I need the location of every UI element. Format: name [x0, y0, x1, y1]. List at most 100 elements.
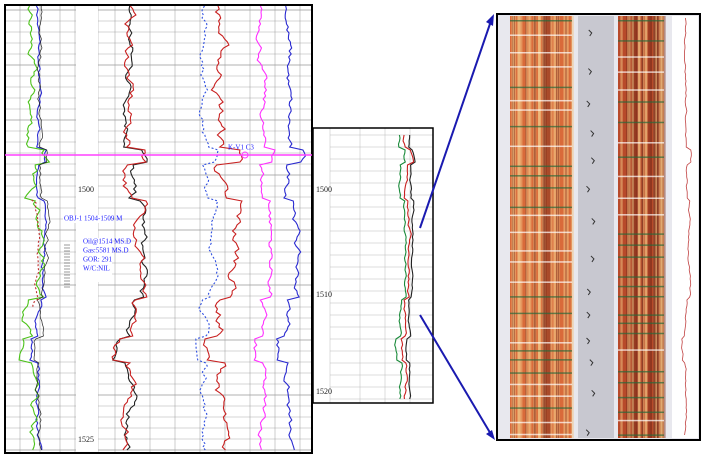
core-streak [517, 16, 519, 438]
core-band [510, 407, 572, 409]
core-streak [538, 16, 541, 438]
core-band [510, 395, 572, 397]
core-band [618, 214, 664, 216]
core-band [510, 52, 572, 54]
core-streak [638, 16, 639, 438]
depth-label: 1520 [316, 387, 332, 396]
core-streak [620, 16, 621, 438]
core-streak [548, 16, 551, 438]
core-band [618, 371, 664, 373]
core-streak [546, 16, 548, 438]
core-band [510, 87, 572, 89]
core-streak [626, 16, 627, 438]
core-band [618, 349, 664, 351]
core-streak [651, 16, 652, 438]
core-streak [513, 16, 514, 438]
core-band [618, 20, 664, 22]
core-band [618, 176, 664, 178]
core-band [618, 56, 664, 58]
core-band [510, 100, 572, 102]
core-band [618, 314, 664, 316]
core-column [672, 16, 698, 438]
core-band [618, 323, 664, 325]
core-streak [622, 16, 623, 438]
annotation: OBJ-1 1504-1509 M [64, 215, 123, 223]
core-streak [648, 16, 649, 438]
core-band [510, 166, 572, 168]
core-streak [534, 16, 536, 438]
core-band [510, 384, 572, 386]
core-column [578, 16, 614, 438]
core-band [618, 89, 664, 91]
core-band [510, 261, 572, 263]
annotation: Gas:5581 MS.D [83, 247, 129, 255]
zoom-log-panel [313, 128, 433, 403]
core-band [510, 434, 572, 436]
core-streak [657, 16, 659, 438]
core-band [618, 71, 664, 73]
core-streak [529, 16, 532, 438]
core-streak [565, 16, 566, 438]
core-streak [628, 16, 630, 438]
core-band [510, 342, 572, 344]
core-streak [558, 16, 559, 438]
core-streak [526, 16, 528, 438]
core-band [618, 101, 664, 103]
core-streak [553, 16, 555, 438]
core-band [510, 20, 572, 22]
core-streak [655, 16, 657, 438]
core-band [618, 256, 664, 258]
core-streak [571, 16, 574, 438]
core-band [510, 175, 572, 177]
depth-label: 1525 [78, 435, 94, 444]
core-band [510, 187, 572, 189]
core-band [618, 276, 664, 278]
core-band [510, 34, 572, 36]
core-streak [634, 16, 636, 438]
core-band [618, 156, 664, 158]
core-band [618, 397, 664, 399]
core-band [510, 372, 572, 374]
core-band [618, 420, 664, 422]
core-streak [653, 16, 655, 438]
core-streak [543, 16, 545, 438]
core-band [618, 333, 664, 335]
core-band [510, 126, 572, 128]
figure: K-V1 C3 1500 1525 OBJ-1 1504-1509 M Oil@… [0, 0, 707, 461]
core-band [618, 142, 664, 144]
core-band [510, 350, 572, 352]
core-band [510, 422, 572, 424]
core-band [618, 434, 664, 436]
core-band [510, 207, 572, 209]
marker-label: K-V1 C3 [228, 144, 254, 152]
core-streak [563, 16, 565, 438]
core-band [618, 244, 664, 246]
core-band [510, 146, 572, 148]
core-band [510, 250, 572, 252]
core-band [510, 296, 572, 298]
core-band [510, 281, 572, 283]
core-streak [556, 16, 557, 438]
core-band [510, 215, 572, 217]
depth-track [76, 5, 98, 453]
depth-label: 1500 [316, 185, 332, 194]
core-band [510, 109, 572, 111]
core-band [510, 327, 572, 329]
core-band [618, 122, 664, 124]
core-band [618, 296, 664, 298]
core-band [510, 359, 572, 361]
zoom-bg [313, 128, 433, 403]
core-band [618, 198, 664, 200]
core-streak [645, 16, 647, 438]
depth-label: 1510 [316, 290, 332, 299]
core-streak [642, 16, 643, 438]
core-band [510, 66, 572, 68]
core-streak [661, 16, 664, 438]
core-band [618, 412, 664, 414]
core-streak [550, 16, 552, 438]
depth-label: 1500 [78, 185, 94, 194]
core-band [618, 382, 664, 384]
annotation: GOR: 291 [83, 256, 112, 264]
annotation: Oil@1514 MS.D [83, 238, 131, 246]
core-band [510, 313, 572, 315]
